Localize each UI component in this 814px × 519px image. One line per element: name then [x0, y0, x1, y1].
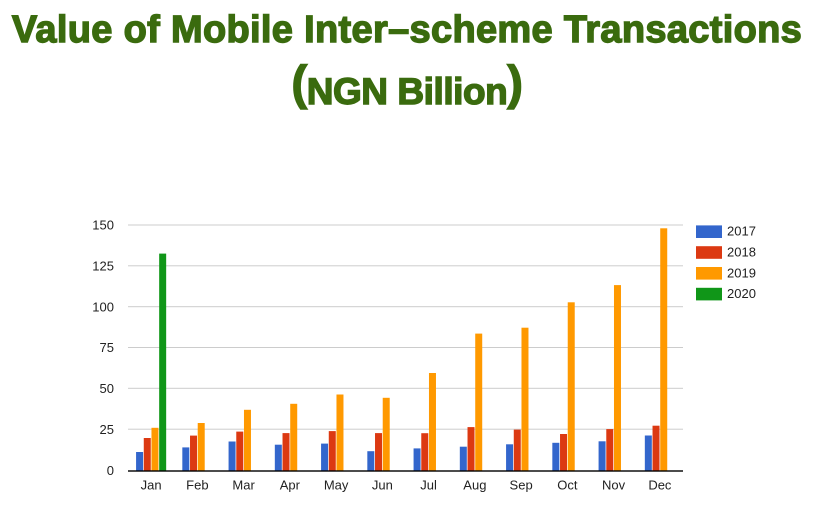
svg-text:0: 0	[107, 463, 114, 478]
svg-text:Aug: Aug	[463, 478, 486, 493]
svg-text:Sep: Sep	[510, 478, 533, 493]
svg-text:150: 150	[92, 218, 114, 233]
svg-text:Jan: Jan	[141, 478, 162, 493]
svg-text:Mar: Mar	[232, 478, 255, 493]
svg-text:Dec: Dec	[648, 478, 672, 493]
svg-text:May: May	[324, 478, 349, 493]
svg-text:Oct: Oct	[557, 478, 578, 493]
svg-text:Jul: Jul	[420, 478, 437, 493]
svg-text:Feb: Feb	[186, 478, 208, 493]
svg-text:Nov: Nov	[602, 478, 626, 493]
svg-text:100: 100	[92, 299, 114, 314]
svg-text:50: 50	[100, 381, 114, 396]
svg-text:Jun: Jun	[372, 478, 393, 493]
svg-text:2020: 2020	[727, 286, 756, 301]
svg-text:75: 75	[100, 340, 114, 355]
svg-text:2018: 2018	[727, 245, 756, 260]
svg-text:2017: 2017	[727, 224, 756, 239]
svg-text:125: 125	[92, 258, 114, 273]
svg-text:2019: 2019	[727, 265, 756, 280]
svg-text:Apr: Apr	[280, 478, 301, 493]
svg-text:25: 25	[100, 422, 114, 437]
